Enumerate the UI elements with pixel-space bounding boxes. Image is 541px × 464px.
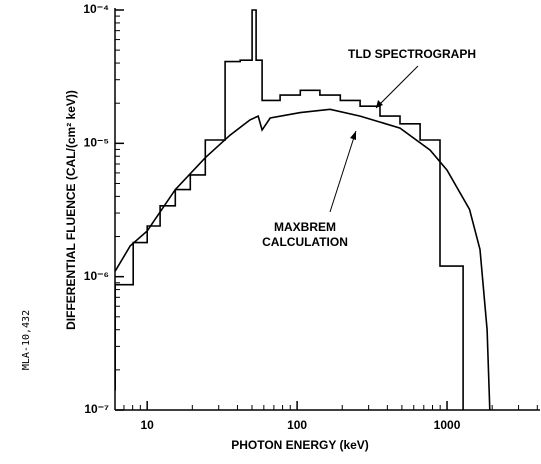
y-axis-label: DIFFERENTIAL FLUENCE (CAL/(cm² keV))	[64, 90, 78, 330]
y-tick-label: 10⁻⁷	[84, 402, 109, 416]
y-tick-label: 10⁻⁴	[83, 2, 109, 16]
y-tick-label: 10⁻⁶	[84, 269, 109, 283]
plot-area	[115, 9, 491, 411]
y-tick-label: 10⁻⁵	[84, 136, 109, 150]
label-line: MAXBREM	[274, 220, 336, 234]
annotation-arrow	[375, 65, 419, 109]
x-tick-label: 1000	[434, 418, 461, 432]
annotation-arrow	[329, 130, 357, 213]
side-note: MLA-10,432	[21, 310, 32, 370]
label-line: CALCULATION	[262, 235, 348, 249]
series-line	[115, 9, 464, 410]
x-axis-label: PHOTON ENERGY (keV)	[231, 438, 369, 452]
x-tick-label: 100	[287, 418, 307, 432]
series-label: TLD SPECTROGRAPH	[348, 47, 476, 61]
arrow-head	[350, 131, 356, 140]
series-label: MAXBREM CALCULATION	[262, 220, 348, 249]
series-line	[115, 108, 491, 411]
x-tick-label: 10	[141, 418, 155, 432]
